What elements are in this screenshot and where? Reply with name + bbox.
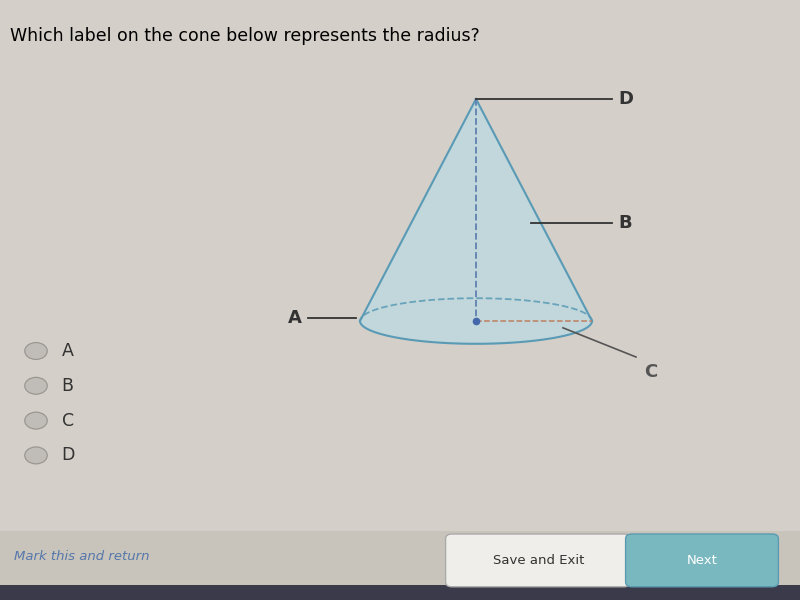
Circle shape [25, 412, 47, 429]
Text: Next: Next [687, 554, 718, 567]
Text: D: D [62, 446, 75, 464]
Circle shape [25, 447, 47, 464]
Text: A: A [288, 309, 302, 327]
FancyBboxPatch shape [626, 534, 778, 587]
Circle shape [25, 343, 47, 359]
Text: Mark this and return: Mark this and return [14, 550, 150, 563]
Polygon shape [360, 99, 592, 344]
Text: C: C [62, 412, 74, 430]
Text: C: C [644, 363, 658, 381]
Text: Which label on the cone below represents the radius?: Which label on the cone below represents… [10, 27, 479, 45]
FancyBboxPatch shape [446, 534, 630, 587]
Circle shape [25, 377, 47, 394]
FancyBboxPatch shape [0, 531, 800, 600]
Text: B: B [62, 377, 74, 395]
Text: Save and Exit: Save and Exit [493, 554, 584, 567]
Text: D: D [618, 90, 634, 108]
FancyBboxPatch shape [0, 585, 800, 600]
Text: A: A [62, 342, 74, 360]
Text: B: B [618, 214, 632, 232]
